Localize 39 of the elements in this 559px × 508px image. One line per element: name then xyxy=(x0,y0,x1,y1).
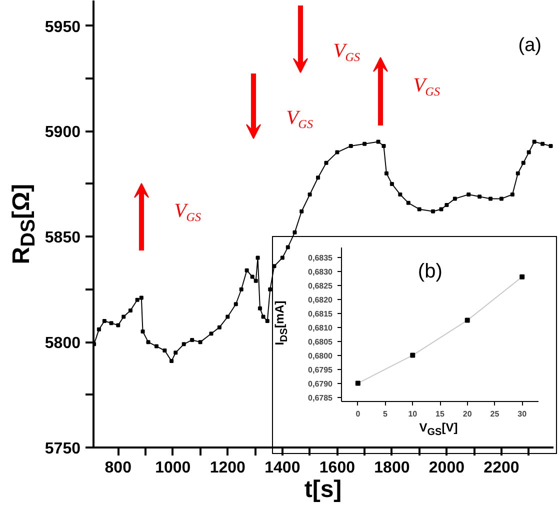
x-tick-label: 1600 xyxy=(319,460,356,476)
y-tick-label: 0,6830 xyxy=(308,267,334,276)
point xyxy=(464,318,470,323)
y-tick-label: 5950 xyxy=(44,18,81,36)
y-tick-label: 0,6815 xyxy=(308,309,334,318)
x-tick-label: 2000 xyxy=(428,460,465,476)
x-axis-title: t[s] xyxy=(304,474,342,505)
y-tick-label: 0,6835 xyxy=(308,253,334,262)
x-tick-label: 1000 xyxy=(155,460,191,476)
x-tick-label: 5 xyxy=(383,410,388,418)
y-tick-label: 0,6785 xyxy=(308,393,334,402)
y-tick-label: 5750 xyxy=(44,440,81,458)
x-tick-label: 30 xyxy=(518,410,528,418)
x-tick-label: 2200 xyxy=(484,460,520,476)
x-axis-title: V$_{GS}$[V] xyxy=(419,420,458,440)
annotation: (a) xyxy=(518,35,542,56)
x-tick-label: 15 xyxy=(436,410,445,418)
x-tick-label: 25 xyxy=(490,410,500,418)
y-tick-label: 0,6810 xyxy=(308,323,334,332)
y-tick-label: 0,6800 xyxy=(308,351,334,360)
x-tick-label: 0 xyxy=(356,410,361,418)
x-tick-label: 800 xyxy=(104,460,132,476)
point xyxy=(410,352,416,358)
x-tick-label: 1800 xyxy=(374,460,410,476)
point xyxy=(520,274,525,280)
annotation: (b) xyxy=(418,260,442,282)
y-tick-label: 0,6790 xyxy=(308,379,334,388)
x-tick-label: 10 xyxy=(408,410,418,418)
x-tick-label: 1400 xyxy=(264,460,300,476)
y-tick-label: 0,6805 xyxy=(308,337,334,346)
y-tick-label: 0,6820 xyxy=(308,295,334,304)
y-tick-label: 0,6795 xyxy=(308,365,334,374)
x-tick-label: 20 xyxy=(462,410,472,418)
y-tick-label: 5850 xyxy=(44,230,81,247)
y-tick-label: 5900 xyxy=(44,124,81,142)
y-tick-label: 5800 xyxy=(44,335,81,352)
y-tick-label: 0,6825 xyxy=(308,281,334,290)
point xyxy=(355,380,360,386)
x-tick-label: 1200 xyxy=(210,460,246,476)
